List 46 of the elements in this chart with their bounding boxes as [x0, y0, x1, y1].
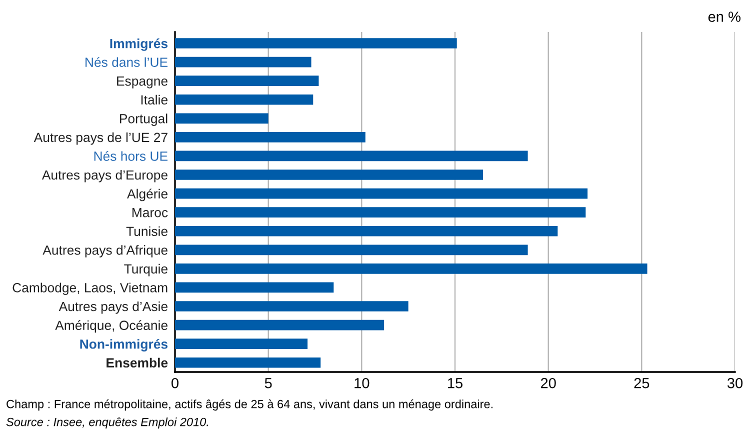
x-tick-label: 0 — [172, 378, 178, 388]
x-tick-label: 30 — [727, 378, 743, 388]
text: Champ : France métropolitaine, actifs âgés de 25 à 64 ans, vivant dans un ménage ordinaire. — [6, 399, 493, 411]
x-tick-label: 5 — [264, 378, 272, 388]
y-tick-label: Cambodge, Laos, Vietnam — [12, 282, 168, 295]
y-tick-label: Turquie — [124, 264, 168, 276]
bar — [175, 76, 319, 86]
bar — [175, 282, 334, 293]
x-tick-label: 25 — [634, 378, 650, 388]
x-tick-label: 15 — [448, 378, 462, 388]
bar — [175, 207, 586, 218]
x-tick-label: 20 — [540, 378, 556, 388]
y-tick-label: Autres pays d’Afrique — [42, 245, 168, 258]
bar — [175, 357, 321, 368]
bar — [175, 150, 528, 162]
y-tick-label: Nés dans l’UE — [86, 57, 168, 67]
y-tick-label: Maroc — [132, 208, 168, 218]
bar — [175, 113, 268, 124]
y-tick-label: Algérie — [127, 188, 168, 202]
y-tick-label: Portugal — [120, 114, 168, 126]
x-axis-title: en % — [708, 12, 740, 22]
bar — [175, 132, 366, 142]
bar — [175, 170, 483, 180]
y-tick-label: Italie — [141, 94, 168, 105]
bar — [175, 226, 558, 236]
y-tick-label: Ensemble — [106, 358, 168, 368]
y-tick-label: Immigrés — [110, 38, 168, 51]
bar — [175, 264, 648, 274]
y-tick-label: Espagne — [117, 76, 168, 88]
bar — [175, 320, 384, 330]
x-tick-label: 10 — [354, 378, 370, 388]
bar — [175, 244, 528, 256]
y-tick-label: Tunisie — [126, 226, 168, 236]
y-tick-label: Autres pays d’Europe — [42, 170, 168, 182]
bar — [175, 56, 312, 68]
bar — [175, 38, 457, 48]
y-tick-label: Non-immigrés — [80, 338, 168, 352]
y-tick-label: Autres pays d’Asie — [58, 301, 168, 314]
y-tick-label: Amérique, Océanie — [55, 320, 168, 333]
bar — [175, 94, 314, 105]
y-tick-label: Nés hors UE — [94, 151, 168, 161]
bar — [175, 338, 308, 349]
bar — [175, 188, 588, 199]
bar — [175, 301, 408, 312]
y-tick-label: Autres pays de l’UE 27 — [34, 132, 168, 145]
source-note: Source : Insee, enquêtes Emploi 2010. — [6, 417, 208, 429]
